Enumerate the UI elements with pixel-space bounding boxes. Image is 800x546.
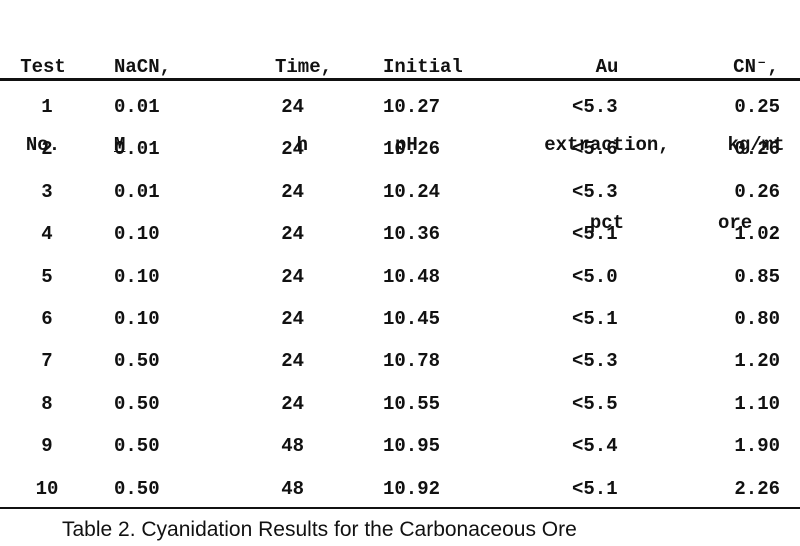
cell-time: 48	[281, 435, 304, 457]
header-cn-consumption: CN⁻, kg/mt ore	[714, 2, 798, 288]
header-cn-consumption-line-2: kg/mt	[727, 134, 785, 156]
header-time-line-2: h	[296, 134, 308, 156]
cell-initial-ph: 10.55	[383, 393, 441, 415]
cell-time: 24	[281, 138, 304, 160]
cell-cn-consumption: 0.80	[734, 308, 780, 330]
cell-time: 24	[281, 393, 304, 415]
cell-initial-ph: 10.36	[383, 223, 441, 245]
cell-test-no: 9	[41, 435, 53, 457]
cell-nacn: 0.10	[114, 308, 160, 330]
header-test-no: Test No.	[0, 2, 86, 210]
header-test-no-line-1: Test	[20, 56, 66, 78]
cell-au-extraction: <5.4	[572, 435, 618, 457]
cell-test-no: 1	[41, 96, 53, 118]
cell-nacn: 0.10	[114, 266, 160, 288]
cell-cn-consumption: 0.25	[734, 96, 780, 118]
header-nacn-line-1: NaCN,	[114, 56, 172, 78]
cell-au-extraction: <5.1	[572, 478, 618, 500]
cell-time: 48	[281, 478, 304, 500]
cell-nacn: 0.01	[114, 96, 160, 118]
cell-au-extraction: <5.6	[572, 138, 618, 160]
cell-nacn: 0.10	[114, 223, 160, 245]
header-au-extraction: Au extraction, pct	[520, 2, 694, 288]
cell-test-no: 2	[41, 138, 53, 160]
cell-time: 24	[281, 223, 304, 245]
cell-initial-ph: 10.26	[383, 138, 441, 160]
cell-cn-consumption: 0.85	[734, 266, 780, 288]
table-caption: Table 2. Cyanidation Results for the Car…	[62, 518, 577, 541]
cell-cn-consumption: 1.10	[734, 393, 780, 415]
cell-nacn: 0.50	[114, 393, 160, 415]
header-initial-ph: Initial pH	[383, 2, 493, 210]
cell-test-no: 8	[41, 393, 53, 415]
header-au-extraction-line-1: Au	[595, 56, 619, 78]
cell-au-extraction: <5.0	[572, 266, 618, 288]
cell-test-no: 10	[35, 478, 59, 500]
header-au-extraction-line-2: extraction,	[544, 134, 670, 156]
cell-nacn: 0.01	[114, 138, 160, 160]
cell-test-no: 5	[41, 266, 53, 288]
cell-initial-ph: 10.45	[383, 308, 441, 330]
header-nacn-line-2: M	[114, 134, 126, 156]
cell-time: 24	[281, 96, 304, 118]
cell-nacn: 0.50	[114, 350, 160, 372]
cell-test-no: 3	[41, 181, 53, 203]
cell-initial-ph: 10.78	[383, 350, 441, 372]
cell-cn-consumption: 1.20	[734, 350, 780, 372]
cell-initial-ph: 10.24	[383, 181, 441, 203]
cell-test-no: 7	[41, 350, 53, 372]
header-time: Time, h	[228, 2, 332, 210]
header-nacn: NaCN, M	[114, 2, 224, 210]
cell-nacn: 0.50	[114, 478, 160, 500]
header-test-no-line-2: No.	[25, 134, 61, 156]
cell-initial-ph: 10.95	[383, 435, 441, 457]
cell-nacn: 0.01	[114, 181, 160, 203]
header-initial-ph-line-1: Initial	[383, 56, 463, 78]
cell-au-extraction: <5.1	[572, 308, 618, 330]
cell-initial-ph: 10.92	[383, 478, 441, 500]
cell-initial-ph: 10.48	[383, 266, 441, 288]
cell-cn-consumption: 2.26	[734, 478, 780, 500]
header-cn-consumption-line-1: CN⁻,	[733, 56, 779, 78]
cell-test-no: 6	[41, 308, 53, 330]
header-cn-consumption-line-3: ore	[718, 212, 753, 234]
cell-nacn: 0.50	[114, 435, 160, 457]
cell-test-no: 4	[41, 223, 53, 245]
cell-time: 24	[281, 181, 304, 203]
cell-au-extraction: <5.5	[572, 393, 618, 415]
cell-cn-consumption: 1.90	[734, 435, 780, 457]
cell-au-extraction: <5.1	[572, 223, 618, 245]
header-rule	[0, 78, 800, 81]
header-au-extraction-line-3: pct	[589, 212, 625, 234]
cell-initial-ph: 10.27	[383, 96, 441, 118]
cell-time: 24	[281, 308, 304, 330]
bottom-rule	[0, 507, 800, 509]
cell-time: 24	[281, 350, 304, 372]
header-time-line-1: Time,	[274, 56, 332, 78]
cell-au-extraction: <5.3	[572, 181, 618, 203]
cell-cn-consumption: 0.26	[734, 138, 780, 160]
cell-au-extraction: <5.3	[572, 350, 618, 372]
header-initial-ph-line-2: pH	[395, 134, 418, 156]
cell-cn-consumption: 0.26	[734, 181, 780, 203]
cell-cn-consumption: 1.02	[734, 223, 780, 245]
cell-time: 24	[281, 266, 304, 288]
cell-au-extraction: <5.3	[572, 96, 618, 118]
